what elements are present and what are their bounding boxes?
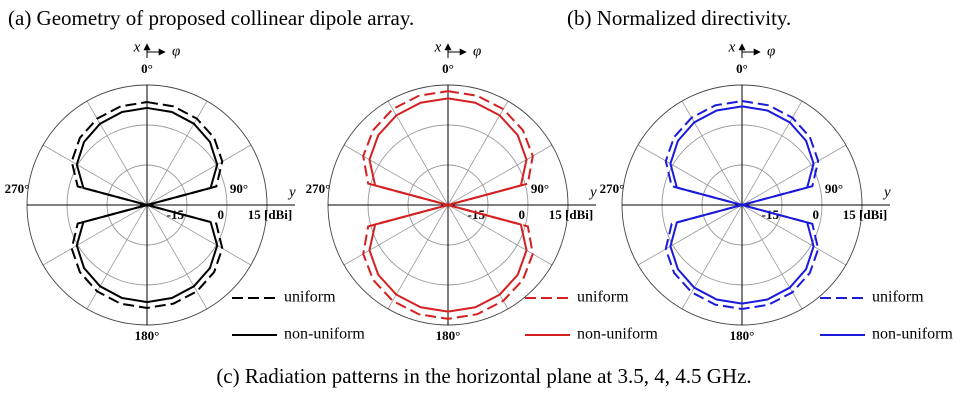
- angle-tick-label: 0°: [736, 61, 748, 76]
- legend-label: non-uniform: [284, 326, 365, 343]
- pattern-line: [664, 99, 820, 311]
- angle-tick-label: 180°: [730, 328, 755, 343]
- y-label: y: [287, 184, 296, 200]
- angle-tick-label: 90°: [825, 181, 843, 196]
- pattern-line: [368, 97, 528, 313]
- angle-tick-label: 180°: [436, 328, 461, 343]
- angle-tick-label: 270°: [600, 181, 625, 196]
- angle-tick-label: 0°: [141, 61, 153, 76]
- angle-tick-label: 0°: [442, 61, 454, 76]
- r-tick-label: 0: [813, 207, 820, 222]
- pattern-line: [669, 105, 815, 305]
- x-label: x: [133, 39, 141, 55]
- y-label: y: [588, 184, 597, 200]
- angle-tick-label: 180°: [135, 328, 160, 343]
- r-tick-label: 15 [dBi]: [843, 207, 887, 222]
- legend-label: uniform: [284, 289, 336, 306]
- r-tick-label: 15 [dBi]: [549, 207, 593, 222]
- caption-c: (c) Radiation patterns in the horizontal…: [216, 364, 751, 388]
- caption-b: (b) Normalized directivity.: [567, 6, 791, 30]
- phi-label: φ: [767, 43, 775, 59]
- pattern-line: [75, 106, 219, 304]
- y-label: y: [882, 184, 891, 200]
- r-tick-label: 0: [519, 207, 526, 222]
- angle-tick-label: 90°: [531, 181, 549, 196]
- r-tick-label: 0: [218, 207, 225, 222]
- legend-label: non-uniform: [872, 326, 953, 343]
- x-label: x: [434, 39, 442, 55]
- r-tick-label: 15 [dBi]: [248, 207, 292, 222]
- angle-tick-label: 270°: [306, 181, 331, 196]
- angle-tick-label: 270°: [5, 181, 30, 196]
- pattern-line: [362, 90, 534, 320]
- legend-label: uniform: [872, 289, 924, 306]
- legend-label: non-uniform: [577, 326, 658, 343]
- phi-label: φ: [172, 43, 180, 59]
- phi-label: φ: [473, 43, 481, 59]
- angle-tick-label: 90°: [230, 181, 248, 196]
- caption-a: (a) Geometry of proposed collinear dipol…: [8, 6, 414, 30]
- x-label: x: [728, 39, 736, 55]
- legend-label: uniform: [577, 289, 629, 306]
- pattern-line: [70, 101, 224, 309]
